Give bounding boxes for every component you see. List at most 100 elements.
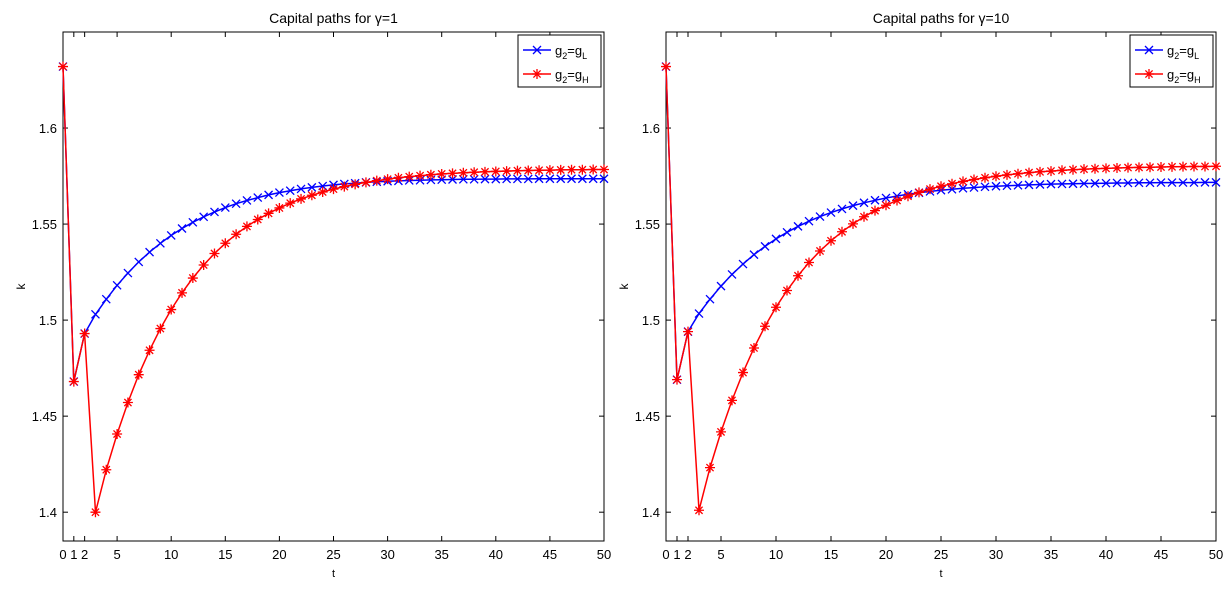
data-point <box>738 367 748 378</box>
series-2 <box>661 61 1221 516</box>
x-tick-label: 5 <box>113 547 120 562</box>
data-point <box>980 182 990 192</box>
data-point <box>350 179 361 190</box>
data-point <box>79 328 90 339</box>
x-tick-label: 1 <box>673 547 680 562</box>
data-point <box>306 190 317 201</box>
data-point <box>837 204 847 214</box>
data-point <box>339 181 350 192</box>
legend-label: g2=gL <box>1167 43 1199 61</box>
data-point <box>771 302 781 313</box>
data-point <box>1123 162 1133 173</box>
data-point <box>285 186 295 196</box>
legend-label: g2=gL <box>555 43 587 61</box>
data-point <box>231 199 241 209</box>
data-point <box>545 174 555 184</box>
data-point <box>1134 162 1144 173</box>
data-point <box>1090 163 1100 174</box>
data-point <box>870 195 880 205</box>
data-point <box>252 214 263 225</box>
x-tick-label: 50 <box>1209 547 1223 562</box>
data-point <box>328 184 339 195</box>
data-point <box>317 186 328 197</box>
data-point <box>705 294 715 304</box>
data-point <box>1035 166 1045 177</box>
data-point <box>296 193 307 204</box>
data-point <box>209 248 220 259</box>
data-point <box>199 212 209 222</box>
data-point <box>1024 180 1034 190</box>
data-point <box>1145 178 1155 188</box>
data-point <box>947 178 957 189</box>
data-point <box>480 174 490 184</box>
y-axis-label: k <box>617 283 631 290</box>
chart-title: Capital paths for γ=1 <box>269 10 398 26</box>
y-tick-label: 1.6 <box>642 121 660 136</box>
data-point <box>760 321 770 332</box>
data-point <box>1178 161 1188 172</box>
data-point <box>523 165 534 176</box>
x-tick-label: 20 <box>272 547 286 562</box>
data-point <box>187 273 198 284</box>
data-point <box>210 207 219 217</box>
data-point <box>1112 178 1122 188</box>
data-point <box>859 198 869 208</box>
y-tick-label: 1.4 <box>39 505 57 520</box>
x-tick-label: 30 <box>380 547 394 562</box>
data-point <box>555 164 566 175</box>
data-point <box>68 376 79 387</box>
x-tick-label: 50 <box>597 547 611 562</box>
data-point <box>1189 161 1199 172</box>
data-point <box>793 270 803 281</box>
data-point <box>1156 178 1166 188</box>
data-point <box>145 247 155 257</box>
x-tick-label: 5 <box>717 547 724 562</box>
data-point <box>1079 164 1089 175</box>
data-point <box>1002 169 1012 180</box>
chart-title: Capital paths for γ=10 <box>873 10 1010 26</box>
x-tick-label: 0 <box>59 547 66 562</box>
data-point <box>1101 178 1111 188</box>
data-point <box>1134 178 1144 188</box>
x-tick-label: 10 <box>769 547 783 562</box>
legend-box <box>1129 34 1214 88</box>
x-tick-label: 35 <box>434 547 448 562</box>
data-point <box>727 269 737 279</box>
data-point <box>727 395 737 406</box>
data-point <box>588 174 598 184</box>
x-tick-label: 2 <box>81 547 88 562</box>
data-point <box>672 374 682 385</box>
data-point <box>991 171 1001 182</box>
data-point <box>881 200 891 211</box>
x-tick-label: 20 <box>879 547 893 562</box>
x-tick-label: 30 <box>989 547 1003 562</box>
data-point <box>705 462 715 473</box>
data-point <box>101 294 111 304</box>
data-point <box>1123 178 1133 188</box>
data-point <box>177 287 188 298</box>
data-point <box>263 208 274 219</box>
data-point <box>1057 165 1067 176</box>
x-tick-label: 25 <box>934 547 948 562</box>
data-point <box>122 397 133 408</box>
data-point <box>694 309 704 319</box>
data-point <box>760 241 770 251</box>
data-point <box>1068 164 1078 175</box>
data-point <box>479 166 490 177</box>
legend-marker <box>1144 45 1154 55</box>
data-point <box>447 168 458 179</box>
data-point <box>490 166 501 177</box>
data-point <box>969 183 979 193</box>
data-point <box>782 285 792 296</box>
data-point <box>914 187 924 198</box>
data-point <box>1145 162 1155 173</box>
data-point <box>881 193 891 203</box>
data-point <box>188 217 198 227</box>
x-tick-label: 2 <box>684 547 691 562</box>
data-point <box>1211 177 1221 187</box>
legend-marker <box>532 69 542 79</box>
data-point <box>716 281 726 291</box>
legend-box <box>517 34 602 88</box>
